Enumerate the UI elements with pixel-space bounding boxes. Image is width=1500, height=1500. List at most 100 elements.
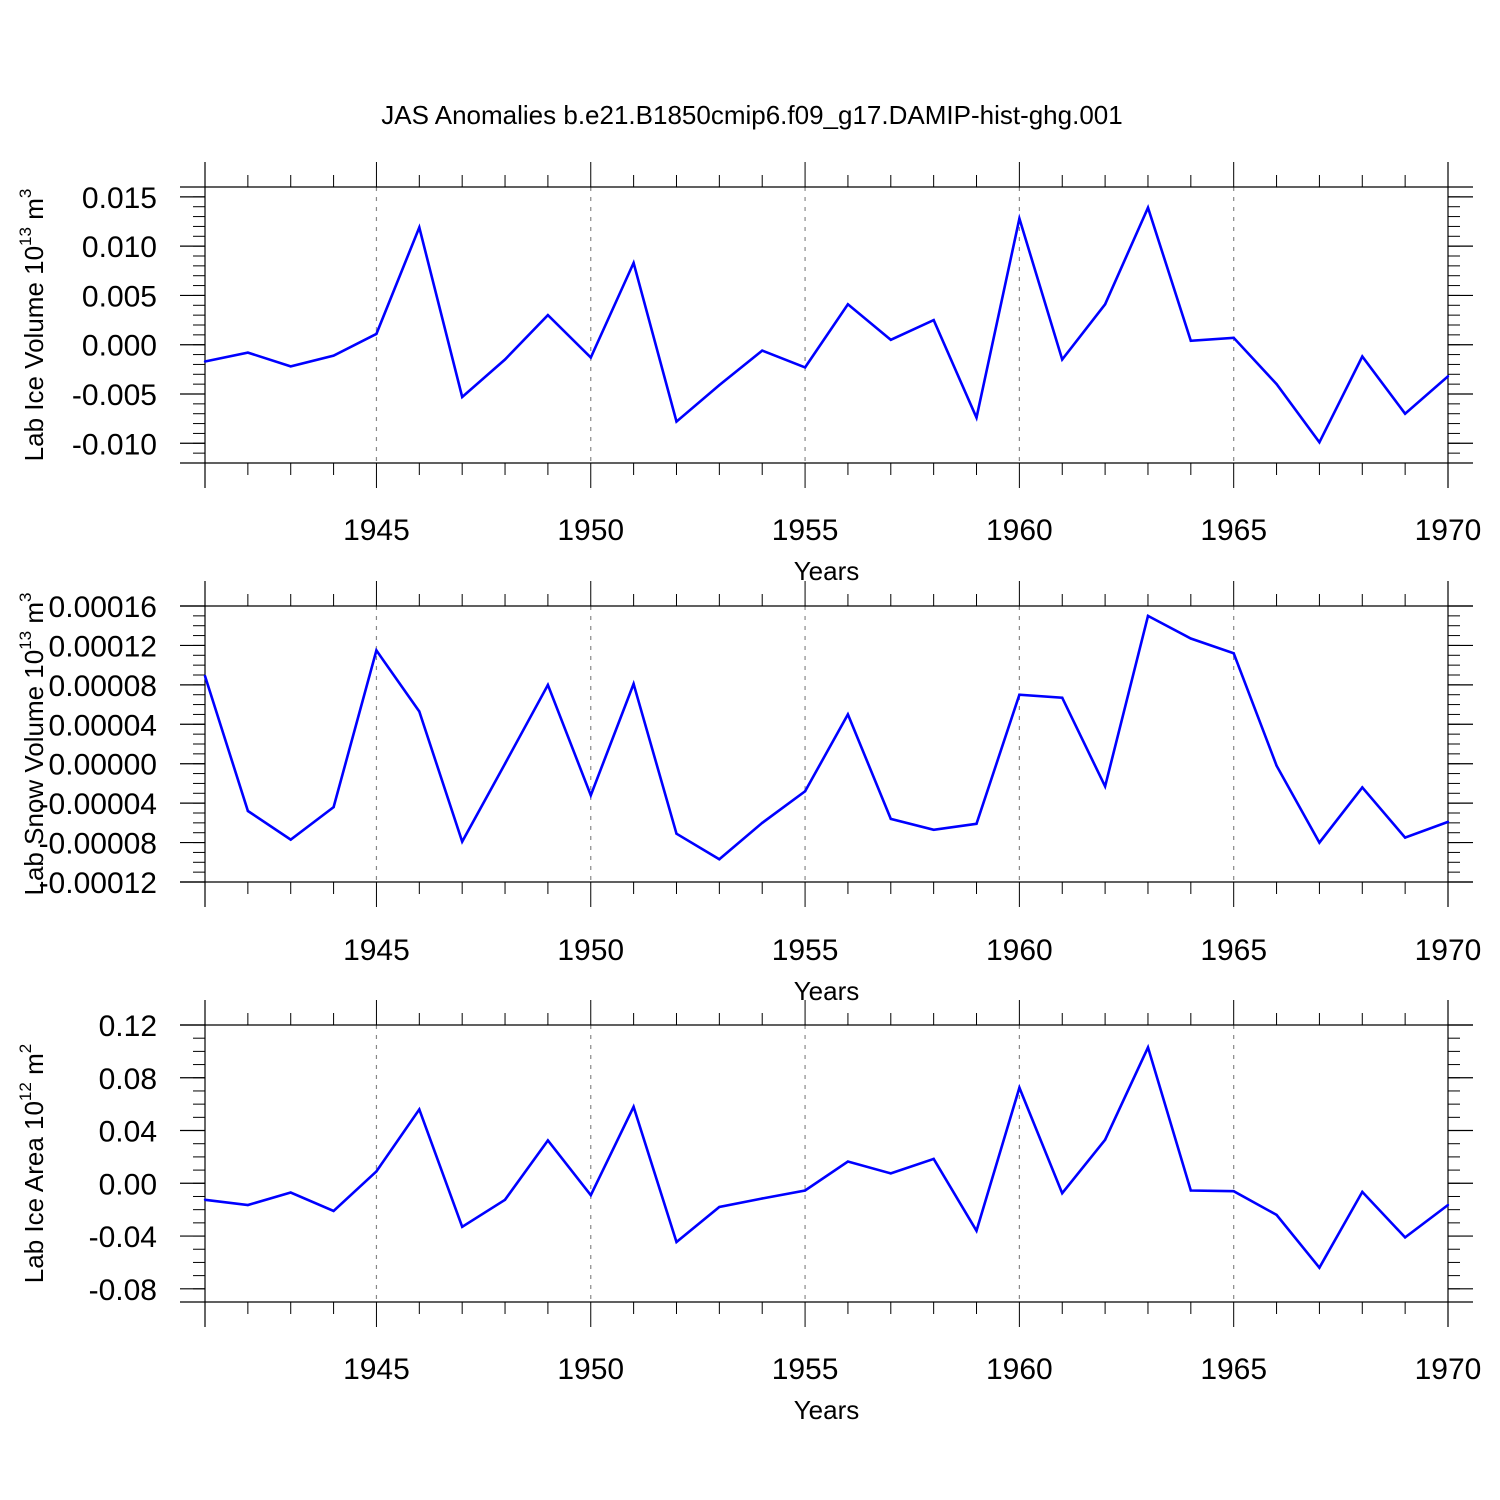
data-point xyxy=(1275,764,1278,767)
data-point xyxy=(1232,652,1235,655)
y-tick-label: 0.00008 xyxy=(49,670,157,703)
x-tick-label: 1965 xyxy=(1200,1353,1267,1386)
data-point xyxy=(1403,1236,1407,1239)
data-point xyxy=(1146,1046,1150,1049)
data-point xyxy=(718,383,721,387)
data-point xyxy=(460,840,464,843)
data-point xyxy=(1061,1191,1064,1195)
y-axis-label-text: Lab Ice Volume 10 xyxy=(19,246,49,461)
x-tick-label: 1960 xyxy=(986,1353,1053,1386)
data-point xyxy=(1189,637,1193,640)
y-tick-label: -0.010 xyxy=(72,428,157,461)
data-point xyxy=(418,1108,421,1111)
data-point xyxy=(1403,836,1407,839)
y-tick-label: -0.00008 xyxy=(39,828,157,861)
data-point xyxy=(203,360,207,363)
data-point xyxy=(932,318,935,322)
data-point xyxy=(1446,1203,1450,1207)
x-tick-label: 1970 xyxy=(1415,934,1482,967)
data-point xyxy=(975,416,978,419)
data-point xyxy=(1403,412,1407,415)
x-tick-label: 1955 xyxy=(772,514,839,547)
y-tick-label: 0.00000 xyxy=(49,749,157,782)
x-tick-label: 1955 xyxy=(772,934,839,967)
data-point xyxy=(803,366,807,369)
y-tick-label: 0.00016 xyxy=(49,591,157,624)
series-line xyxy=(204,1043,1449,1271)
data-point xyxy=(632,261,635,265)
data-point xyxy=(332,354,335,357)
x-axis-label: Years xyxy=(794,556,860,586)
y-axis-label-text: Lab Ice Area 10 xyxy=(19,1101,49,1283)
y-axis-label-unit-exponent: 3 xyxy=(16,592,35,601)
data-point xyxy=(846,713,850,716)
data-point xyxy=(289,1191,292,1194)
data-point xyxy=(1189,1189,1193,1192)
figure-title: JAS Anomalies b.e21.B1850cmip6.f09_g17.D… xyxy=(381,100,1122,130)
x-tick-label: 1950 xyxy=(557,1353,624,1386)
y-axis-label: Lab Ice Area 1012 m2 xyxy=(16,1044,49,1283)
x-tick-label: 1945 xyxy=(343,514,410,547)
x-tick-label: 1970 xyxy=(1415,514,1482,547)
y-tick-label: -0.00004 xyxy=(39,788,157,821)
data-point xyxy=(1232,336,1235,340)
data-point xyxy=(1361,355,1364,358)
data-point xyxy=(1189,339,1193,342)
data-point xyxy=(375,649,378,652)
panel-3: -0.08 -0.04 0.00 0.04 0.08 0.12 1945 1950 1955 19… xyxy=(16,1000,1481,1425)
panel-2: -0.00012 -0.00008 -0.00004 0.00000 0.00004 0.… xyxy=(16,581,1481,1006)
data-point xyxy=(546,313,550,317)
y-tick-label: 0.12 xyxy=(99,1010,157,1043)
data-point xyxy=(289,365,292,368)
data-point xyxy=(289,838,292,841)
data-point xyxy=(375,332,378,336)
data-point xyxy=(1103,785,1107,788)
data-point xyxy=(1232,1190,1235,1193)
data-point xyxy=(932,1157,935,1161)
data-point xyxy=(332,1209,335,1213)
y-axis-label-unit: m xyxy=(19,602,49,631)
x-tick-label: 1945 xyxy=(343,934,410,967)
data-point xyxy=(546,683,550,687)
x-axis-label: Years xyxy=(794,976,860,1006)
y-tick-label: 0.00012 xyxy=(49,630,157,663)
data-point xyxy=(761,821,764,825)
data-point xyxy=(675,420,678,423)
data-point xyxy=(889,1172,892,1175)
data-point xyxy=(503,1198,507,1201)
data-point xyxy=(1146,614,1150,618)
data-point xyxy=(589,1193,592,1197)
x-tick-label: 1965 xyxy=(1200,934,1267,967)
x-tick-label: 1955 xyxy=(772,1353,839,1386)
data-point xyxy=(332,805,335,809)
data-point xyxy=(932,828,935,831)
series-line xyxy=(204,204,1449,445)
y-axis-label-unit: m xyxy=(19,1053,49,1082)
data-point xyxy=(546,1139,550,1142)
y-tick-label: 0.00 xyxy=(99,1168,157,1201)
y-axis-label: Lab Ice Volume 1013 m3 xyxy=(16,189,49,462)
data-point xyxy=(1018,693,1021,696)
data-point xyxy=(761,1197,764,1200)
x-tick-label: 1950 xyxy=(557,934,624,967)
data-point xyxy=(503,762,507,765)
data-point xyxy=(975,822,978,826)
data-point xyxy=(1361,786,1364,789)
y-tick-label: 0.00004 xyxy=(49,709,157,742)
data-point xyxy=(203,1198,207,1201)
x-tick-label: 1960 xyxy=(986,934,1053,967)
data-point xyxy=(803,790,807,793)
data-point xyxy=(460,395,464,399)
x-tick-label: 1965 xyxy=(1200,514,1267,547)
data-point xyxy=(1446,375,1450,378)
y-tick-label: 0.015 xyxy=(82,182,157,215)
y-axis-label-unit-exponent: 2 xyxy=(16,1044,35,1053)
data-point xyxy=(375,1170,378,1173)
data-point xyxy=(846,1160,850,1163)
y-axis-label: Lab Snow Volume 1013 m3 xyxy=(16,592,49,895)
data-point xyxy=(1318,441,1321,444)
y-axis-label-exponent: 13 xyxy=(16,227,35,246)
data-point xyxy=(632,1105,635,1108)
data-point xyxy=(418,710,421,713)
data-point xyxy=(589,356,592,359)
